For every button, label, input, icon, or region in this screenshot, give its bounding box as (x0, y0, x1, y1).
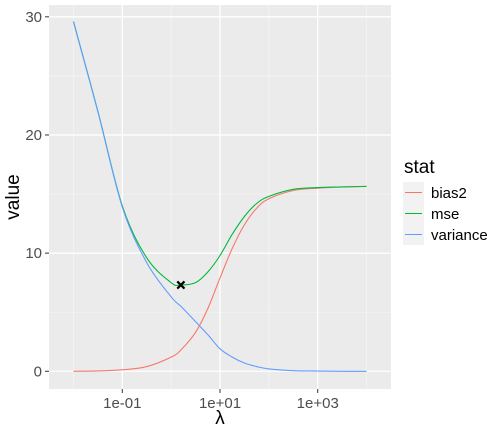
y-tick-label: 0 (34, 363, 42, 380)
y-axis-title: value (3, 174, 24, 219)
series-line-mse (72, 21, 367, 287)
y-tick-label: 20 (25, 127, 42, 144)
legend-item-bias2: bias2 (403, 182, 467, 203)
legend-item-mse: mse (403, 203, 459, 224)
x-tick-label: 1e-01 (103, 395, 141, 412)
series-line-variance (72, 21, 367, 372)
series-lines (72, 21, 367, 372)
legend-title: stat (404, 157, 435, 178)
legend-items: bias2 mse variance (403, 182, 488, 245)
x-tick-label: 1e+03 (297, 395, 339, 412)
x-tick-label: 1e+01 (199, 395, 241, 412)
tick-labels: 1e-01 1e+01 1e+03 0 10 20 30 (25, 9, 338, 412)
series-line-bias2 (73, 185, 367, 372)
legend-item-variance: variance (403, 224, 488, 245)
axis-ticks (45, 16, 319, 393)
legend: stat bias2 mse variance (403, 157, 488, 245)
y-tick-label: 30 (25, 9, 42, 26)
minimum-marker (176, 280, 186, 290)
y-tick-label: 10 (25, 245, 42, 262)
legend-label: variance (431, 227, 488, 244)
mse-minimum-marker (176, 280, 186, 290)
legend-label: mse (431, 206, 459, 223)
x-axis-title: λ (215, 408, 225, 429)
legend-label: bias2 (431, 185, 467, 202)
marker-stroke (176, 280, 186, 290)
